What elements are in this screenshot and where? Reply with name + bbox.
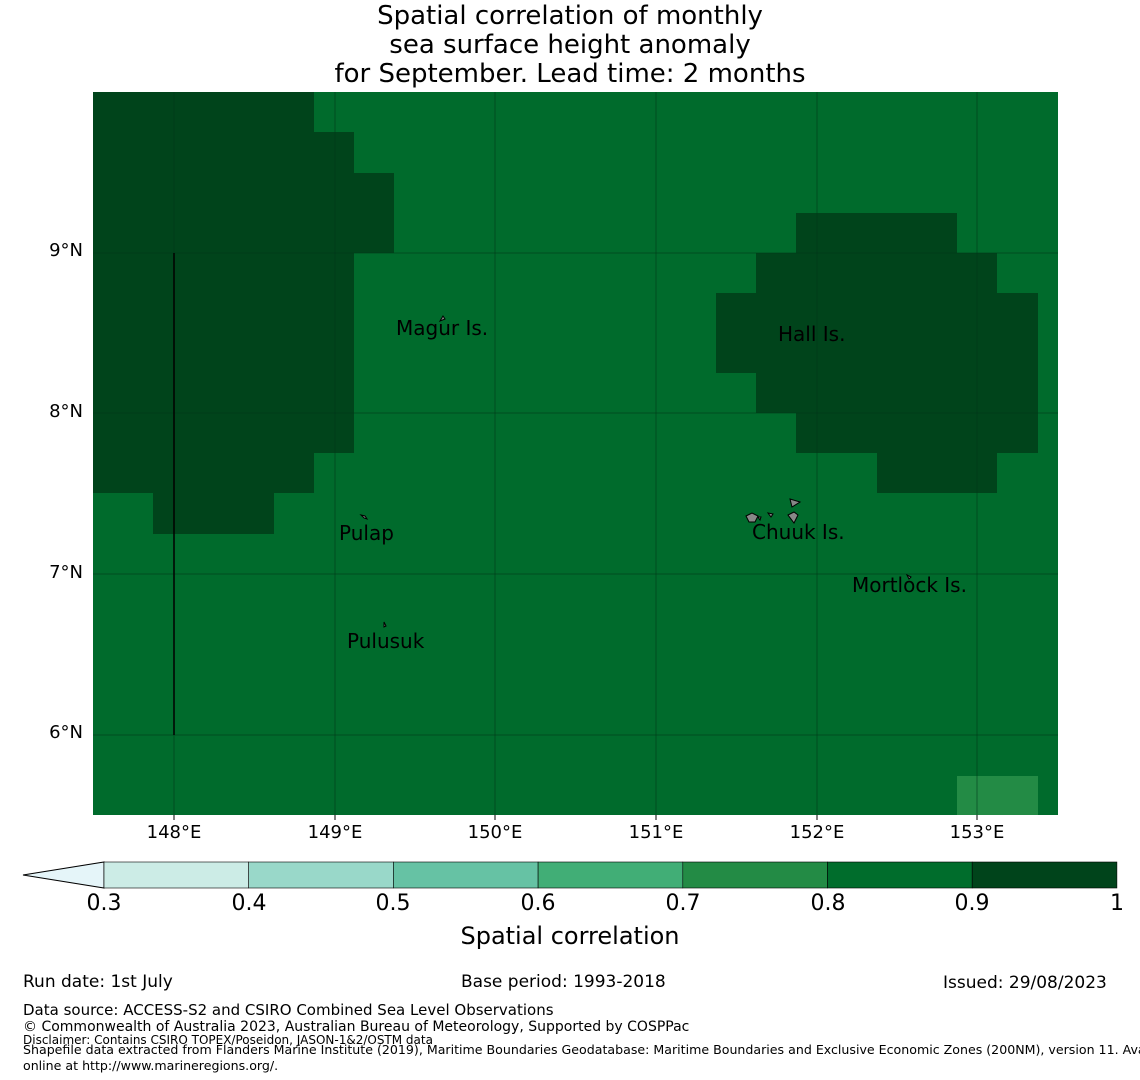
place-label-mortlock: Mortlock Is. xyxy=(852,573,967,597)
colorbar xyxy=(22,861,1118,889)
colorbar-segment-0.6-0.7 xyxy=(537,861,684,889)
chuuk-island-icon-1 xyxy=(745,512,759,523)
copyright-notice: © Commonwealth of Australia 2023, Austra… xyxy=(23,1019,690,1035)
moderate-correlation-cell xyxy=(957,776,1038,815)
colorbar-tick-0.3: 0.3 xyxy=(86,891,122,916)
title-line-2: sea surface height anomaly xyxy=(389,30,751,60)
high-correlation-region-east xyxy=(716,213,1038,493)
issued-date: Issued: 29/08/2023 xyxy=(943,973,1107,993)
base-period: Base period: 1993-2018 xyxy=(461,972,666,992)
magur-island-icon xyxy=(438,315,446,323)
shapefile-credit-line-1: Shapefile data extracted from Flanders M… xyxy=(23,1042,1140,1057)
colorbar-boxes xyxy=(103,861,1118,889)
place-label-hall: Hall Is. xyxy=(778,322,846,346)
lat-tick-9n: 9°N xyxy=(49,240,83,261)
place-label-magur: Magur Is. xyxy=(396,316,489,340)
colorbar-segment-0.5-0.6 xyxy=(393,861,539,889)
colorbar-extend-arrow xyxy=(22,861,105,889)
place-label-pulusuk: Pulusuk xyxy=(347,629,425,653)
title-line-1: Spatial correlation of monthly xyxy=(377,1,763,31)
high-correlation-region-west xyxy=(93,92,394,534)
colorbar-tick-0.8: 0.8 xyxy=(810,891,846,916)
lon-tick-149e: 149°E xyxy=(307,822,363,843)
colorbar-tick-0.9: 0.9 xyxy=(954,891,990,916)
colorbar-segment-0.9-1 xyxy=(971,861,1118,889)
colorbar-tick-0.4: 0.4 xyxy=(231,891,267,916)
lat-tick-6n: 6°N xyxy=(49,722,83,743)
lon-tick-153e: 153°E xyxy=(949,822,1005,843)
lon-tick-150e: 150°E xyxy=(467,822,523,843)
lon-tick-152e: 152°E xyxy=(789,822,845,843)
chuuk-island-icon-3 xyxy=(787,511,799,524)
chuuk-island-icon-5 xyxy=(757,516,762,522)
shapefile-credit-line-2: online at http://www.marineregions.org/. xyxy=(23,1058,279,1073)
lon-tick-148e: 148°E xyxy=(146,822,202,843)
place-label-chuuk: Chuuk Is. xyxy=(752,520,845,544)
chart-title: Spatial correlation of monthly sea surfa… xyxy=(170,2,970,89)
chuuk-island-icon-4 xyxy=(766,512,774,518)
colorbar-segment-0.4-0.5 xyxy=(248,861,394,889)
axis-ticks xyxy=(173,815,978,820)
gridlines xyxy=(93,92,1058,815)
colorbar-segment-0.7-0.8 xyxy=(682,861,828,889)
run-date: Run date: 1st July xyxy=(23,972,173,992)
colorbar-label: Spatial correlation xyxy=(460,922,680,950)
lon-tick-151e: 151°E xyxy=(628,822,684,843)
colorbar-tick-1: 1 xyxy=(1110,891,1124,916)
colorbar-segment-0.8-0.9 xyxy=(827,861,973,889)
disclaimer: Disclaimer: Contains CSIRO TOPEX/Poseido… xyxy=(23,1033,433,1047)
colorbar-tick-0.6: 0.6 xyxy=(520,891,556,916)
colorbar-tick-0.7: 0.7 xyxy=(665,891,701,916)
title-line-3: for September. Lead time: 2 months xyxy=(334,59,806,89)
lat-tick-8n: 8°N xyxy=(49,401,83,422)
data-source: Data source: ACCESS-S2 and CSIRO Combine… xyxy=(23,1001,554,1019)
mortlock-island-icon xyxy=(905,573,912,580)
place-label-pulap: Pulap xyxy=(339,521,394,545)
pulusuk-island-icon xyxy=(383,621,387,628)
chuuk-island-icon-2 xyxy=(789,498,802,508)
lat-tick-7n: 7°N xyxy=(49,562,83,583)
island-shapes xyxy=(359,315,912,628)
colorbar-segment-0.3-0.4 xyxy=(103,861,249,889)
pulap-island-icon xyxy=(359,514,369,520)
colorbar-tick-0.5: 0.5 xyxy=(375,891,411,916)
